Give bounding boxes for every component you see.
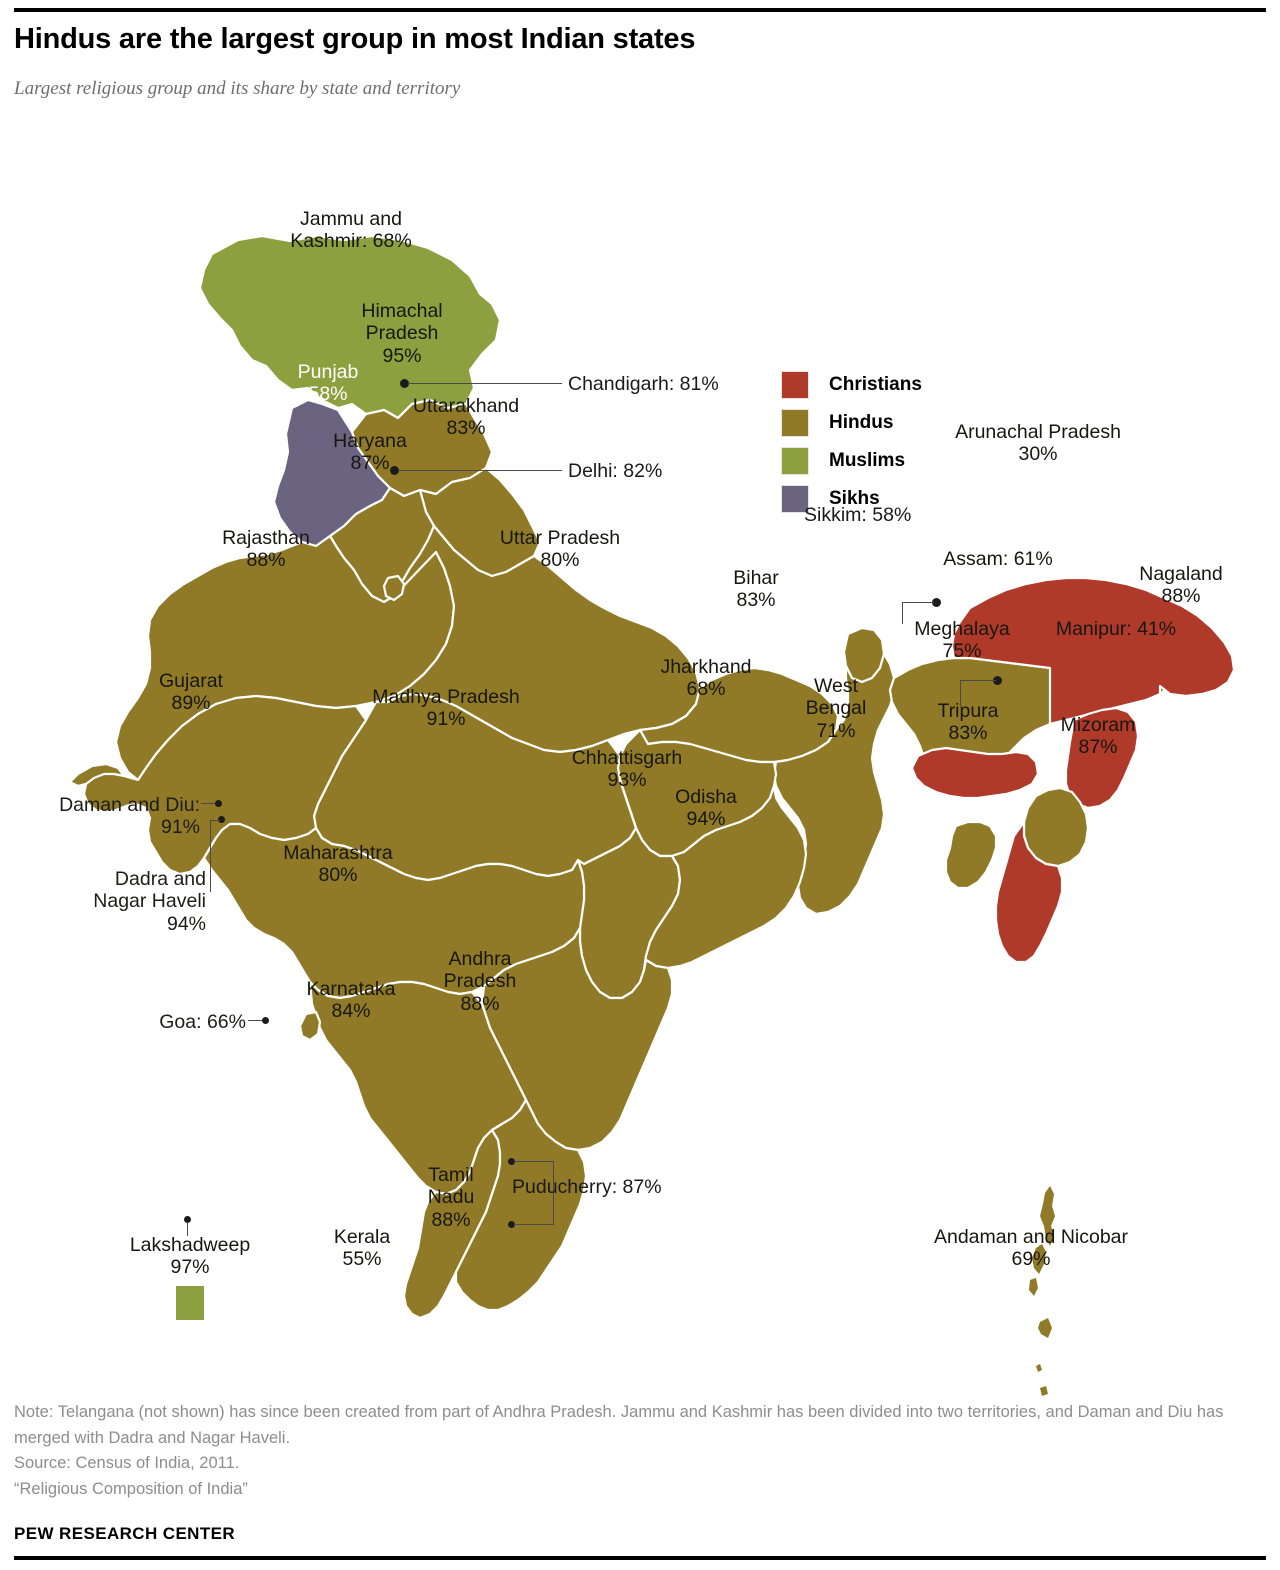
leader-line-meghalaya-v — [902, 602, 904, 624]
page-title: Hindus are the largest group in most Ind… — [14, 23, 696, 55]
leader-line-tripura-v — [960, 680, 962, 706]
callout-dot-delhi — [390, 466, 399, 475]
leader-line-lakshadweep — [187, 1222, 189, 1236]
leader-line-meghalaya-h — [902, 602, 934, 604]
region-tripura — [944, 820, 998, 890]
region-goa — [298, 1010, 322, 1042]
leader-line-delhi — [398, 470, 562, 472]
footnote-source: Source: Census of India, 2011. — [14, 1454, 240, 1473]
region-mizoram — [994, 820, 1064, 964]
callout-dot-chandigarh — [400, 379, 409, 388]
legend-swatch-muslims — [781, 447, 809, 475]
region-west-bengal — [772, 652, 896, 916]
legend-swatch-hindus — [781, 409, 809, 437]
region-maharashtra — [202, 822, 586, 1000]
leader-line-goa — [248, 1020, 262, 1022]
callout-dot-dadra-and-nagar-haveli — [218, 816, 225, 823]
legend-item-christians[interactable]: Christians — [781, 366, 922, 404]
legend-label-hindus: Hindus — [829, 412, 894, 433]
region-delhi — [382, 574, 406, 602]
leader-line-puducherry-top — [514, 1161, 554, 1163]
region-arunachal-pradesh — [950, 576, 1236, 726]
region-nagaland — [1064, 706, 1140, 810]
legend-swatch-christians — [781, 371, 809, 399]
callout-dot-daman-and-diu — [215, 800, 222, 807]
callout-dot-puducherry-bottom — [508, 1221, 515, 1228]
leader-line-puducherry-v — [553, 1161, 555, 1225]
callout-dot-meghalaya — [932, 598, 941, 607]
organization-name: PEW RESEARCH CENTER — [14, 1524, 236, 1544]
lakshadweep-color-swatch — [176, 1286, 204, 1320]
leader-line-chandigarh — [408, 383, 562, 385]
top-divider — [14, 8, 1266, 12]
region-tamil-nadu — [454, 1098, 588, 1312]
page-subtitle: Largest religious group and its share by… — [14, 78, 461, 99]
footer: Note: Telangana (not shown) has since be… — [14, 1400, 1266, 1544]
legend-item-muslims[interactable]: Muslims — [781, 442, 922, 480]
leader-line-dadra-v — [210, 820, 212, 892]
callout-dot-puducherry-top — [508, 1158, 515, 1165]
leader-line-tripura-h — [960, 680, 996, 682]
region-odisha — [642, 784, 808, 972]
legend-swatch-sikhs — [781, 485, 809, 513]
footnote-report: “Religious Composition of India” — [14, 1479, 248, 1498]
callout-dot-goa — [262, 1017, 269, 1024]
leader-line-daman-and-diu — [201, 803, 215, 805]
leader-line-puducherry-bottom — [514, 1224, 554, 1226]
callout-dot-lakshadweep — [184, 1216, 191, 1223]
region-andaman-and-nicobar — [1029, 1186, 1055, 1396]
leader-line-dadra-h — [210, 820, 220, 822]
legend-item-hindus[interactable]: Hindus — [781, 404, 922, 442]
footnote-note: Note: Telangana (not shown) has since be… — [14, 1403, 1224, 1447]
india-map-svg — [68, 234, 1236, 1396]
region-meghalaya — [910, 746, 1040, 800]
region-jammu-and-kashmir — [198, 234, 502, 420]
bottom-divider — [14, 1556, 1266, 1560]
callout-dot-tripura — [993, 676, 1002, 685]
legend-item-sikhs[interactable]: Sikhs — [781, 480, 922, 518]
legend: Christians Hindus Muslims Sikhs — [781, 366, 922, 518]
legend-label-muslims: Muslims — [829, 450, 906, 471]
legend-label-sikhs: Sikhs — [829, 488, 880, 509]
india-map: Christians Hindus Muslims Sikhs Jammu an… — [0, 108, 1280, 1398]
legend-label-christians: Christians — [829, 374, 922, 395]
